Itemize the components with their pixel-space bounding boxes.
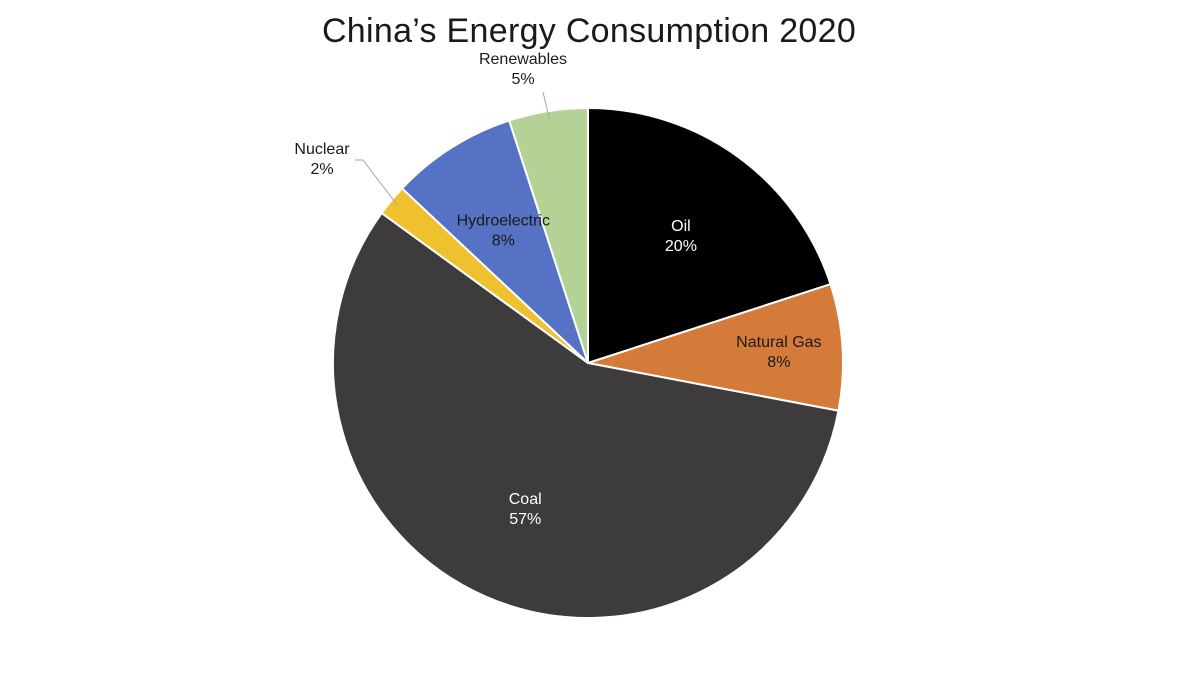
slice-label-name-coal: Coal bbox=[509, 491, 542, 508]
leader-line-nuclear bbox=[355, 159, 398, 206]
pie-slices bbox=[332, 107, 844, 619]
pie-slice-natural-gas bbox=[587, 283, 844, 412]
slice-label-pct-natural-gas: 8% bbox=[767, 354, 790, 371]
pie-slice-renewables bbox=[508, 107, 589, 364]
slice-labels: Oil 20% Natural Gas 8% Coal 57% Nuclear 2% Hydro… bbox=[294, 51, 821, 528]
slice-label-pct-nuclear: 2% bbox=[310, 161, 333, 178]
slice-label-pct-renewables: 5% bbox=[511, 71, 534, 88]
leader-line-renewables bbox=[542, 91, 550, 119]
leader-lines bbox=[355, 91, 550, 206]
slice-label-name-nuclear: Nuclear bbox=[294, 141, 350, 158]
chart-title: China’s Energy Consumption 2020 bbox=[321, 12, 857, 50]
pie-slice-hydroelectric bbox=[401, 119, 589, 364]
slice-label-pct-oil: 20% bbox=[665, 238, 697, 255]
slice-label-pct-hydroelectric: 8% bbox=[492, 233, 515, 250]
pie-slice-oil bbox=[587, 107, 832, 364]
slice-label-pct-coal: 57% bbox=[509, 511, 541, 528]
slice-label-name-renewables: Renewables bbox=[479, 51, 567, 68]
slice-label-name-oil: Oil bbox=[671, 218, 691, 235]
slice-label-name-hydroelectric: Hydroelectric bbox=[457, 213, 550, 230]
slice-label-name-natural-gas: Natural Gas bbox=[736, 334, 821, 351]
pie-slice-coal bbox=[332, 212, 840, 619]
